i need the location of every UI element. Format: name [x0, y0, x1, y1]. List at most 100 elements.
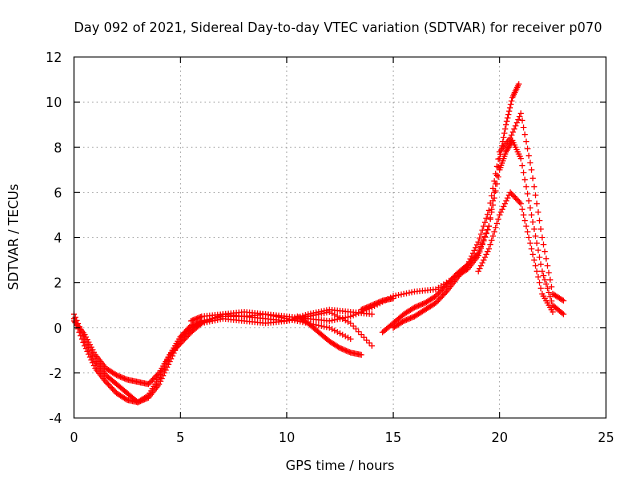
data-point	[529, 175, 536, 182]
data-point	[519, 117, 526, 124]
x-tick-label: 20	[491, 431, 508, 446]
data-point	[189, 317, 196, 324]
data-point	[178, 339, 185, 346]
data-point	[480, 223, 487, 230]
data-point	[503, 197, 510, 204]
data-point	[509, 192, 516, 199]
data-point	[508, 190, 515, 197]
data-point	[204, 317, 210, 324]
data-point	[321, 307, 328, 314]
data-point	[188, 317, 195, 324]
chart-title: Day 092 of 2021, Sidereal Day-to-day VTE…	[74, 21, 602, 36]
data-point	[496, 211, 503, 218]
grid-lines	[74, 57, 606, 418]
data-point	[515, 81, 522, 88]
data-point	[539, 268, 546, 275]
data-point	[439, 292, 446, 299]
data-point	[503, 118, 510, 125]
data-point	[120, 374, 127, 381]
data-point	[89, 359, 96, 366]
data-point	[479, 259, 486, 266]
data-point	[86, 354, 93, 361]
data-point	[545, 269, 552, 276]
data-point	[515, 116, 522, 123]
data-point	[504, 114, 511, 121]
data-point	[362, 305, 369, 312]
data-point	[313, 321, 320, 328]
data-point	[476, 265, 483, 272]
data-point	[339, 346, 346, 353]
data-point	[493, 163, 500, 170]
data-point	[436, 288, 443, 295]
data-point	[352, 325, 359, 332]
data-point	[492, 224, 499, 231]
data-point	[467, 255, 474, 262]
data-point	[323, 307, 330, 314]
data-point	[164, 364, 171, 371]
data-point	[81, 342, 88, 349]
data-point	[153, 372, 160, 379]
data-point	[484, 248, 491, 255]
data-point	[144, 393, 151, 400]
data-point	[517, 110, 524, 117]
data-point	[525, 152, 532, 159]
data-point	[497, 209, 504, 216]
data-point	[500, 134, 507, 141]
data-point	[520, 169, 527, 176]
data-point	[339, 316, 346, 323]
data-point	[537, 226, 544, 233]
data-point	[412, 303, 419, 310]
data-point	[347, 320, 354, 327]
data-point	[527, 204, 534, 211]
data-point	[118, 374, 125, 381]
y-tick-label: 10	[45, 96, 62, 111]
data-point	[480, 257, 487, 264]
data-point	[496, 155, 503, 162]
y-tick-label: 2	[54, 277, 62, 292]
data-point	[337, 345, 343, 352]
data-point	[169, 349, 176, 356]
data-point	[410, 314, 417, 321]
data-point	[548, 297, 555, 304]
data-point	[398, 291, 405, 298]
data-point	[479, 240, 486, 247]
data-point	[519, 206, 526, 213]
data-point	[511, 193, 518, 200]
data-point	[477, 262, 484, 269]
data-point	[323, 324, 330, 331]
data-series	[390, 110, 567, 331]
data-point	[520, 124, 527, 131]
data-point	[523, 138, 530, 145]
y-tick-label: 0	[54, 322, 62, 337]
data-point	[532, 233, 539, 240]
data-point	[307, 310, 314, 317]
data-point	[403, 290, 410, 297]
data-point	[406, 315, 413, 322]
data-point	[532, 262, 539, 269]
data-point	[507, 135, 514, 142]
data-point	[375, 299, 382, 306]
data-point	[531, 226, 538, 233]
data-point	[466, 258, 473, 265]
data-point	[487, 214, 494, 221]
data-point	[536, 279, 543, 286]
data-point	[481, 219, 488, 226]
x-tick-label: 15	[385, 431, 402, 446]
data-point	[406, 289, 413, 296]
data-point	[560, 311, 567, 318]
data-point	[559, 310, 566, 317]
data-point	[376, 298, 383, 305]
data-point	[364, 303, 371, 310]
data-point	[358, 306, 365, 313]
data-point	[121, 375, 128, 382]
data-point	[104, 380, 111, 387]
data-point	[529, 218, 536, 225]
data-point	[315, 322, 322, 329]
data-point	[487, 241, 494, 248]
data-point	[90, 362, 97, 369]
data-point	[378, 298, 385, 305]
data-point	[117, 373, 124, 380]
data-point	[492, 180, 499, 187]
data-point	[181, 336, 188, 343]
data-point	[363, 337, 370, 344]
